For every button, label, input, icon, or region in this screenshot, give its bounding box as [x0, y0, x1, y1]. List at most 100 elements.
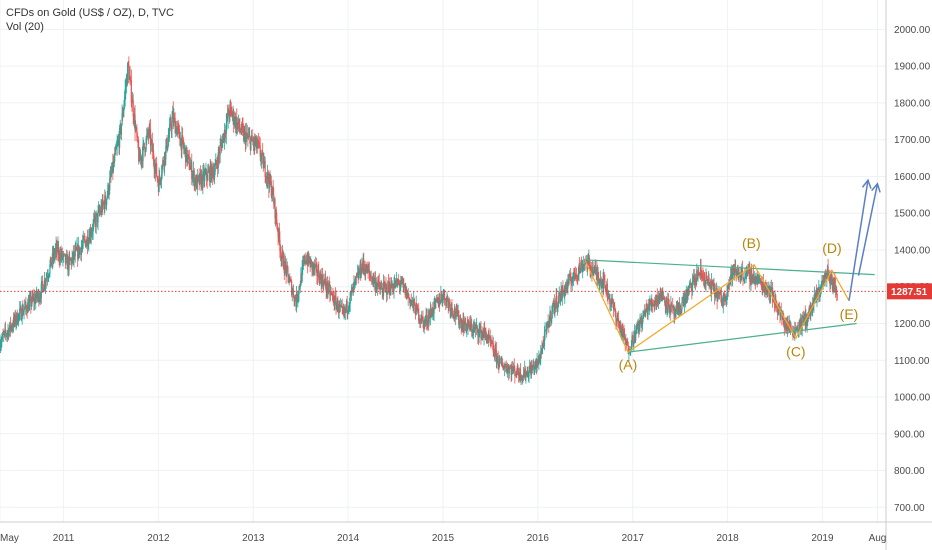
candle-body: [349, 303, 351, 307]
candle-body: [808, 308, 811, 310]
candle-body: [49, 257, 52, 265]
candle-body: [184, 148, 187, 163]
candle-body: [640, 317, 642, 322]
candle-body: [313, 263, 315, 269]
candle-body: [681, 302, 683, 311]
candle-body: [513, 365, 515, 370]
candle-body: [284, 261, 287, 267]
candle-body: [781, 310, 783, 320]
candle-body: [564, 285, 567, 291]
candle-body: [448, 301, 450, 307]
candle-body: [822, 275, 824, 283]
candle-body: [51, 262, 53, 266]
candle-body: [164, 152, 166, 167]
candle-body: [534, 362, 536, 368]
candle-body: [170, 128, 173, 130]
candle-body: [228, 109, 230, 116]
candle-body: [102, 199, 104, 204]
candle-body: [316, 275, 319, 277]
candle-body: [498, 359, 501, 367]
candle-body: [274, 199, 276, 219]
candle-body: [335, 297, 337, 310]
candle-body: [331, 293, 333, 295]
candle-body: [138, 147, 140, 162]
candle-body: [1, 333, 4, 339]
candle-body: [758, 277, 760, 279]
candle-body: [208, 169, 210, 172]
candle-body: [223, 133, 225, 142]
candle-body: [595, 266, 597, 273]
candle-body: [385, 284, 387, 286]
candle-body: [267, 171, 269, 181]
candle-body: [131, 102, 133, 104]
candle-body: [143, 142, 145, 144]
candle-body: [419, 319, 422, 322]
candle-body: [192, 174, 194, 177]
candle-body: [762, 281, 764, 286]
candle-body: [693, 276, 695, 283]
candle-body: [265, 177, 267, 180]
candle-body: [129, 75, 131, 78]
candle-body: [410, 301, 412, 303]
candle-body: [543, 332, 546, 346]
candle-body: [115, 147, 118, 150]
candle-body: [376, 284, 378, 289]
candle-body: [372, 275, 374, 281]
candle-body: [101, 206, 103, 213]
candle-body: [373, 275, 375, 284]
candle-body: [479, 329, 481, 331]
candle-body: [831, 279, 834, 290]
candle-body: [356, 274, 358, 277]
candle-body: [677, 304, 679, 310]
candle-body: [459, 319, 462, 321]
candle-body: [62, 253, 65, 257]
candle-body: [730, 268, 732, 275]
candle-body: [740, 272, 742, 281]
candle-body: [508, 367, 510, 374]
candle-body: [743, 278, 745, 280]
candle-body: [374, 278, 377, 290]
candle-body: [733, 269, 735, 275]
candle-body: [305, 261, 308, 264]
candle-body: [24, 306, 26, 310]
candle-body: [776, 305, 778, 313]
candle-body: [423, 320, 425, 329]
candle-body: [606, 283, 608, 297]
candle-body: [29, 296, 31, 299]
candle-body: [514, 368, 516, 376]
candle-body: [477, 336, 480, 338]
candle-body: [260, 156, 262, 160]
time-tick-label: 2011: [53, 533, 75, 544]
candle-body: [783, 315, 785, 326]
candle-body: [471, 330, 473, 333]
candle-body: [65, 255, 68, 257]
candle-body: [88, 237, 90, 245]
candle-body: [20, 307, 22, 320]
wave-label: (D): [822, 240, 841, 256]
candle-body: [631, 335, 633, 347]
candle-body: [43, 280, 45, 290]
candle-body: [673, 313, 676, 316]
candle-body: [612, 300, 614, 305]
candle-body: [41, 281, 43, 284]
candle-body: [706, 275, 708, 281]
price-tick-label: 800.00: [894, 466, 925, 477]
volume-indicator-label[interactable]: Vol (20): [6, 21, 44, 33]
candle-body: [561, 288, 563, 299]
candle-body: [326, 281, 328, 291]
candle-body: [82, 243, 84, 246]
candle-body: [617, 318, 620, 323]
candle-body: [118, 139, 120, 148]
candle-body: [598, 282, 600, 284]
candle-body: [178, 126, 180, 129]
candle-body: [267, 171, 269, 180]
candle-body: [608, 293, 610, 296]
candle-body: [668, 299, 670, 312]
candle-body: [573, 268, 575, 274]
candle-body: [80, 247, 82, 255]
candle-body: [466, 324, 468, 332]
candle-body: [318, 279, 320, 284]
candle-body: [27, 302, 29, 313]
candle-body: [78, 245, 80, 256]
